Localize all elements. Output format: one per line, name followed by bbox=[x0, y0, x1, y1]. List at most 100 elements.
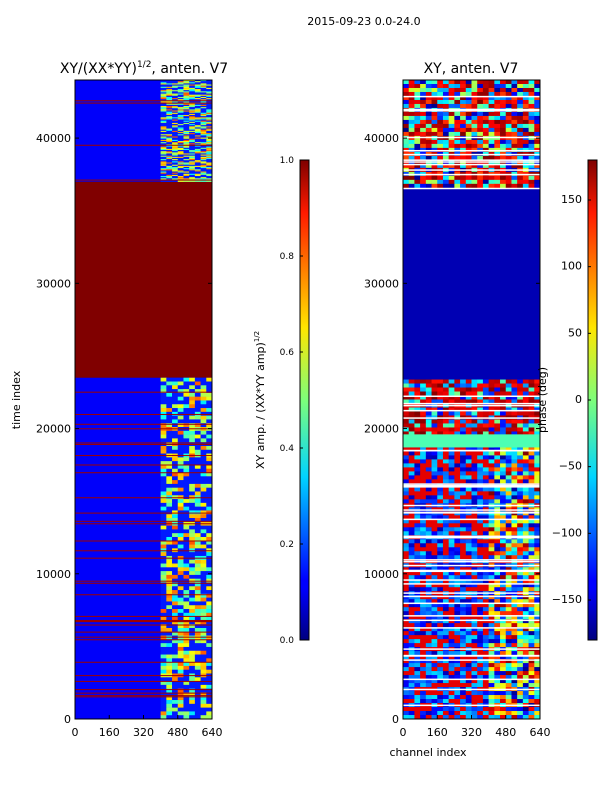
heatmap-cell bbox=[166, 612, 173, 617]
heatmap-cell bbox=[194, 109, 201, 111]
heatmap-cell bbox=[160, 135, 167, 137]
heatmap-cell bbox=[189, 93, 196, 95]
flagged-row bbox=[403, 108, 540, 111]
heatmap-cell bbox=[166, 163, 173, 166]
heatmap-cell bbox=[534, 119, 541, 125]
heatmap-cell bbox=[206, 400, 213, 405]
heatmap-cell bbox=[460, 571, 467, 576]
heatmap-cell bbox=[488, 175, 495, 181]
heatmap-cell bbox=[183, 162, 190, 164]
left-title-suffix: , anten. V7 bbox=[151, 61, 228, 77]
heatmap-cell bbox=[437, 707, 444, 712]
heatmap-cell bbox=[194, 415, 201, 420]
heatmap-cell bbox=[206, 476, 213, 481]
heatmap-cell bbox=[172, 419, 179, 424]
heatmap-cell bbox=[448, 143, 455, 149]
heatmap-cell bbox=[420, 663, 427, 668]
heatmap-cell bbox=[194, 529, 201, 534]
heatmap-cell bbox=[511, 179, 518, 185]
heatmap-cell bbox=[189, 115, 196, 117]
heatmap-cell bbox=[437, 379, 444, 384]
heatmap-cell bbox=[177, 105, 184, 108]
heatmap-cell bbox=[494, 155, 501, 161]
heatmap-cell bbox=[414, 659, 421, 664]
heatmap-cell bbox=[488, 491, 495, 496]
heatmap-cell bbox=[505, 615, 512, 620]
heatmap-cell bbox=[488, 499, 495, 504]
heatmap-cell bbox=[408, 155, 415, 161]
heatmap-cell bbox=[189, 639, 196, 644]
heatmap-cell bbox=[471, 127, 478, 133]
heatmap-cell bbox=[460, 471, 467, 476]
heatmap-cell bbox=[206, 101, 213, 103]
heatmap-cell bbox=[477, 691, 484, 696]
heatmap-cell bbox=[166, 631, 173, 636]
heatmap-cell bbox=[528, 575, 535, 580]
heatmap-cell bbox=[522, 579, 529, 584]
heatmap-cell bbox=[494, 379, 501, 384]
heatmap-cell bbox=[488, 675, 495, 680]
heatmap-cell bbox=[460, 579, 467, 584]
heatmap-cell bbox=[460, 83, 467, 89]
heatmap-cell bbox=[189, 627, 196, 633]
heatmap-cell bbox=[454, 475, 461, 480]
heatmap-cell bbox=[403, 671, 410, 676]
heatmap-cell bbox=[189, 87, 196, 90]
heatmap-cell bbox=[408, 459, 415, 464]
heatmap-cell bbox=[172, 434, 179, 439]
heatmap-cell bbox=[494, 575, 501, 580]
heatmap-cell bbox=[494, 571, 501, 576]
heatmap-cell bbox=[183, 658, 190, 663]
heatmap-cell bbox=[431, 91, 438, 97]
heatmap-cell bbox=[166, 104, 173, 107]
heatmap-cell bbox=[206, 696, 213, 701]
heatmap-cell bbox=[420, 379, 427, 384]
heatmap-cell bbox=[206, 94, 213, 97]
heatmap-cell bbox=[200, 112, 207, 115]
heatmap-cell bbox=[177, 457, 184, 462]
heatmap-cell bbox=[437, 635, 444, 640]
heatmap-cell bbox=[431, 643, 438, 648]
heatmap-cell bbox=[414, 451, 421, 456]
heatmap-cell bbox=[505, 699, 512, 704]
heatmap-cell bbox=[528, 383, 535, 388]
heatmap-cell bbox=[465, 475, 472, 480]
flagged-row bbox=[75, 619, 212, 621]
heatmap-cell bbox=[454, 179, 461, 185]
heatmap-cell bbox=[172, 178, 179, 180]
heatmap-cell bbox=[183, 700, 190, 705]
heatmap-cell bbox=[177, 544, 184, 549]
heatmap-cell bbox=[194, 124, 201, 126]
flagged-row bbox=[75, 464, 212, 466]
heatmap-cell bbox=[194, 381, 201, 386]
heatmap-cell bbox=[471, 495, 478, 500]
heatmap-cell bbox=[403, 123, 410, 129]
heatmap-cell bbox=[460, 611, 467, 616]
heatmap-cell bbox=[183, 169, 190, 171]
heatmap-cell bbox=[194, 103, 201, 106]
heatmap-cell bbox=[200, 145, 207, 147]
heatmap-cell bbox=[206, 156, 213, 159]
heatmap-cell bbox=[494, 531, 501, 536]
heatmap-cell bbox=[442, 635, 449, 640]
heatmap-cell bbox=[505, 595, 512, 600]
heatmap-cell bbox=[488, 603, 495, 608]
heatmap-cell bbox=[471, 455, 478, 460]
heatmap-cell bbox=[505, 555, 512, 560]
heatmap-cell bbox=[488, 479, 495, 484]
heatmap-cell bbox=[160, 147, 167, 150]
left-colorbar-gradient bbox=[299, 159, 310, 641]
heatmap-cell bbox=[528, 119, 535, 125]
heatmap-cell bbox=[534, 459, 541, 464]
heatmap-cell bbox=[448, 475, 455, 480]
heatmap-cell bbox=[206, 419, 213, 424]
heatmap-cell bbox=[454, 691, 461, 696]
heatmap-cell bbox=[534, 519, 541, 524]
heatmap-cell bbox=[425, 607, 432, 612]
heatmap-cell bbox=[494, 547, 501, 552]
heatmap-cell bbox=[488, 683, 495, 688]
heatmap-cell bbox=[454, 655, 461, 660]
heatmap-cell bbox=[206, 434, 213, 439]
